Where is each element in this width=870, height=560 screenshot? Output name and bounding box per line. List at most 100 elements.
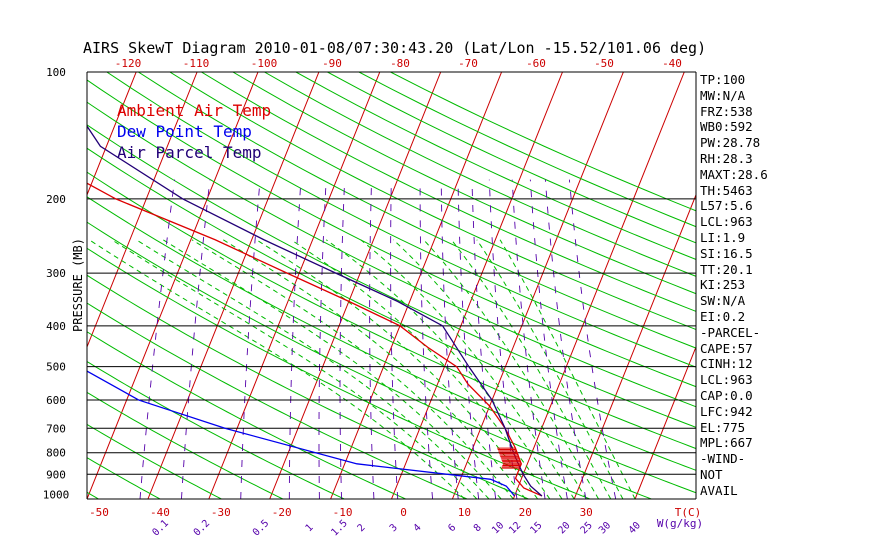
dry-adiabat-line (87, 423, 222, 499)
mixing-ratio-line (440, 179, 459, 499)
stat-entry: -WIND- (700, 451, 746, 467)
dry-adiabat-line (87, 360, 345, 499)
bottom-temp-tick-label: -20 (272, 506, 292, 519)
legend-entry: Ambient Air Temp (117, 101, 271, 120)
mixing-ratio-tick-label: 6 (446, 522, 458, 534)
series-layer (87, 124, 543, 497)
stat-entry: SI:16.5 (700, 245, 753, 261)
pressure-tick-label: 100 (46, 66, 66, 79)
mixing-ratio-line (339, 179, 346, 499)
stat-entry: PW:28.78 (700, 135, 761, 151)
stat-entry: L57:5.6 (700, 198, 753, 214)
pressure-tick-label: 500 (46, 361, 66, 374)
stat-entry: WB0:592 (700, 119, 753, 135)
ambient-air-temp-line (87, 182, 543, 497)
mixing-ratio-tick-label: 20 (556, 520, 572, 536)
pressure-tick-label: 600 (46, 394, 66, 407)
mixing-ratio-tick-label: 12 (507, 520, 523, 536)
isotherm-line (87, 72, 137, 197)
pressure-tick-label: 400 (46, 320, 66, 333)
dry-adiabat-line (87, 221, 652, 499)
stat-entry: LCL:963 (700, 214, 753, 230)
stat-entry: FRZ:538 (700, 103, 753, 119)
pressure-tick-label: 300 (46, 267, 66, 280)
top-temp-tick-label: -90 (322, 57, 342, 70)
stat-entry: NOT (700, 466, 723, 482)
bottom-temp-tick-label: -30 (211, 506, 231, 519)
dry-adiabat-line (232, 72, 696, 295)
mixing-ratio-tick-label: 15 (528, 520, 544, 536)
dry-adiabat-line (87, 457, 161, 499)
dry-adiabat-line (295, 72, 696, 260)
stat-entry: CINH:12 (700, 356, 753, 372)
mixing-ratio-tick-label: 25 (579, 520, 595, 536)
mixing-ratio-line (457, 179, 480, 499)
legend-entry: Dew Point Temp (117, 122, 252, 141)
moist-adiabat-line (191, 239, 514, 499)
mixing-ratio-tick-label: 0.1 (150, 518, 171, 539)
stat-entry: RH:28.3 (700, 150, 753, 166)
top-temp-tick-label: -120 (115, 57, 142, 70)
mixing-ratio-tick-label: 10 (490, 520, 506, 536)
mixing-ratio-tick-label: 30 (597, 520, 613, 536)
bottom-axis-unit-label: T(C) (675, 506, 702, 519)
mixing-ratio-line (288, 179, 302, 499)
mixing-ratio-tick-label: 1.5 (329, 518, 350, 539)
moist-adiabat-line (136, 239, 490, 499)
mixing-ratio-tick-label: 3 (388, 522, 400, 534)
bottom-temp-tick-label: 20 (519, 506, 532, 519)
dry-adiabat-line (87, 247, 591, 499)
mixing-ratio-tick-label: 8 (472, 522, 484, 534)
stats-panel: TP:100 MW:N/A FRZ:538 WB0:592 PW:28.78 RH:28.… (700, 72, 870, 499)
mixing-ratio-line (419, 179, 434, 499)
stat-entry: TH:5463 (700, 182, 753, 198)
isotherm-line (451, 72, 624, 499)
dry-adiabat-line (87, 196, 696, 494)
stat-entry: LFC:942 (700, 403, 753, 419)
dry-adiabat-line (87, 79, 696, 388)
top-temp-tick-label: -70 (458, 57, 478, 70)
dry-adiabat-line (87, 274, 529, 499)
dry-adiabat-line (87, 124, 696, 428)
stat-entry: LCL:963 (700, 372, 753, 388)
dry-adiabat-line (264, 72, 696, 277)
mixing-ratio-tick-label: 40 (627, 520, 643, 536)
mixing-ratio-tick-label: 0.2 (192, 518, 213, 539)
chart-title: AIRS SkewT Diagram 2010-01-08/07:30:43.2… (83, 39, 706, 57)
dry-adiabat-line (169, 72, 696, 331)
moist-adiabat-line (360, 239, 575, 499)
grid-layer (87, 72, 696, 499)
mixing-ratio-tick-label: 0.5 (251, 518, 272, 539)
moist-adiabat-line (162, 239, 502, 499)
stat-entry: MAXT:28.6 (700, 166, 768, 182)
stat-entry: KI:253 (700, 277, 746, 293)
isotherm-line (512, 72, 685, 499)
stat-entry: EI:0.2 (700, 308, 746, 324)
top-temp-tick-label: -80 (390, 57, 410, 70)
stat-entry: EL:775 (700, 419, 746, 435)
mixing-ratio-line (511, 179, 546, 499)
isotherm-line (87, 72, 198, 349)
stat-entry: CAP:0.0 (700, 387, 753, 403)
mixing-ratio-line (240, 179, 261, 499)
bottom-temp-tick-label: 10 (458, 506, 471, 519)
air-parcel-temp-line (87, 124, 543, 497)
stat-entry: TT:20.1 (700, 261, 753, 277)
stat-entry: -PARCEL- (700, 324, 761, 340)
mixing-ratio-tick-label: 4 (412, 522, 424, 534)
dry-adiabat-line (106, 72, 696, 368)
mixing-ratio-line (488, 179, 518, 499)
legend-entry: Air Parcel Temp (117, 143, 262, 162)
stat-entry: LI:1.9 (700, 229, 746, 245)
mixing-ratio-unit-label: W(g/kg) (657, 517, 703, 530)
pressure-tick-label: 200 (46, 193, 66, 206)
mixing-ratio-line (369, 179, 375, 499)
y-axis-label: PRESSURE (MB) (71, 238, 85, 332)
stat-entry: TP:100 (700, 72, 746, 87)
pressure-tick-label: 900 (46, 468, 66, 481)
top-temp-tick-label: -100 (251, 57, 278, 70)
dry-adiabat-line (87, 101, 696, 408)
pressure-tick-label: 700 (46, 422, 66, 435)
mixing-ratio-line (544, 179, 587, 499)
